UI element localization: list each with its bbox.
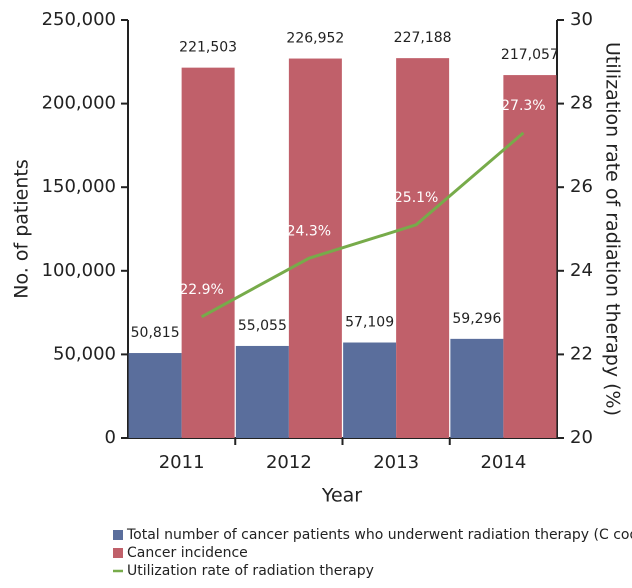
bar [288, 58, 342, 438]
legend-label: Cancer incidence [127, 545, 248, 561]
y-tick-label: 250,000 [42, 9, 116, 30]
bar [181, 67, 235, 439]
line-value-label: 22.9% [179, 282, 223, 298]
bar [235, 345, 289, 438]
line-value-label: 24.3% [287, 223, 331, 239]
y2-axis-label: Utilization rate of radiation therapy (%… [602, 42, 624, 416]
y-tick-label: 50,000 [53, 343, 116, 364]
bar-value-label: 226,952 [286, 31, 344, 47]
line [200, 131, 525, 319]
line-value-label: 27.3% [501, 98, 545, 114]
bar [503, 75, 557, 439]
y-tick-label: 150,000 [42, 176, 116, 197]
y-tick-label: 200,000 [42, 93, 116, 114]
bar [396, 58, 450, 438]
bar-value-label: 57,109 [345, 315, 394, 331]
x-tick-label: 2014 [480, 452, 526, 473]
x-axis-label: Year [321, 485, 362, 507]
y-tick-label: 0 [105, 427, 116, 448]
y2-tick-label: 20 [570, 427, 593, 448]
y2-tick-label: 22 [570, 343, 593, 364]
bar-value-label: 59,296 [452, 311, 501, 327]
bar [343, 342, 397, 438]
legend-swatch [113, 530, 123, 540]
line-value-label: 25.1% [394, 190, 438, 206]
y2-tick-label: 30 [570, 9, 593, 30]
x-tick-label: 2012 [266, 452, 312, 473]
x-tick-label: 2013 [373, 452, 419, 473]
y-tick-label: 100,000 [42, 260, 116, 281]
y-axis-label: No. of patients [11, 159, 33, 298]
y2-tick-label: 24 [570, 260, 593, 281]
bar [450, 338, 504, 438]
bar-value-label: 227,188 [394, 30, 452, 46]
bar-value-label: 221,503 [179, 40, 237, 56]
legend-label: Utilization rate of radiation therapy [127, 563, 374, 579]
bar [128, 353, 182, 438]
legend-swatch [113, 548, 123, 558]
bar-value-label: 55,055 [238, 318, 287, 334]
bar-value-label: 217,057 [501, 47, 559, 63]
y2-tick-label: 26 [570, 176, 593, 197]
y2-tick-label: 28 [570, 93, 593, 114]
legend-label: Total number of cancer patients who unde… [126, 527, 632, 543]
x-tick-label: 2011 [159, 452, 205, 473]
bar-value-label: 50,815 [131, 325, 180, 341]
